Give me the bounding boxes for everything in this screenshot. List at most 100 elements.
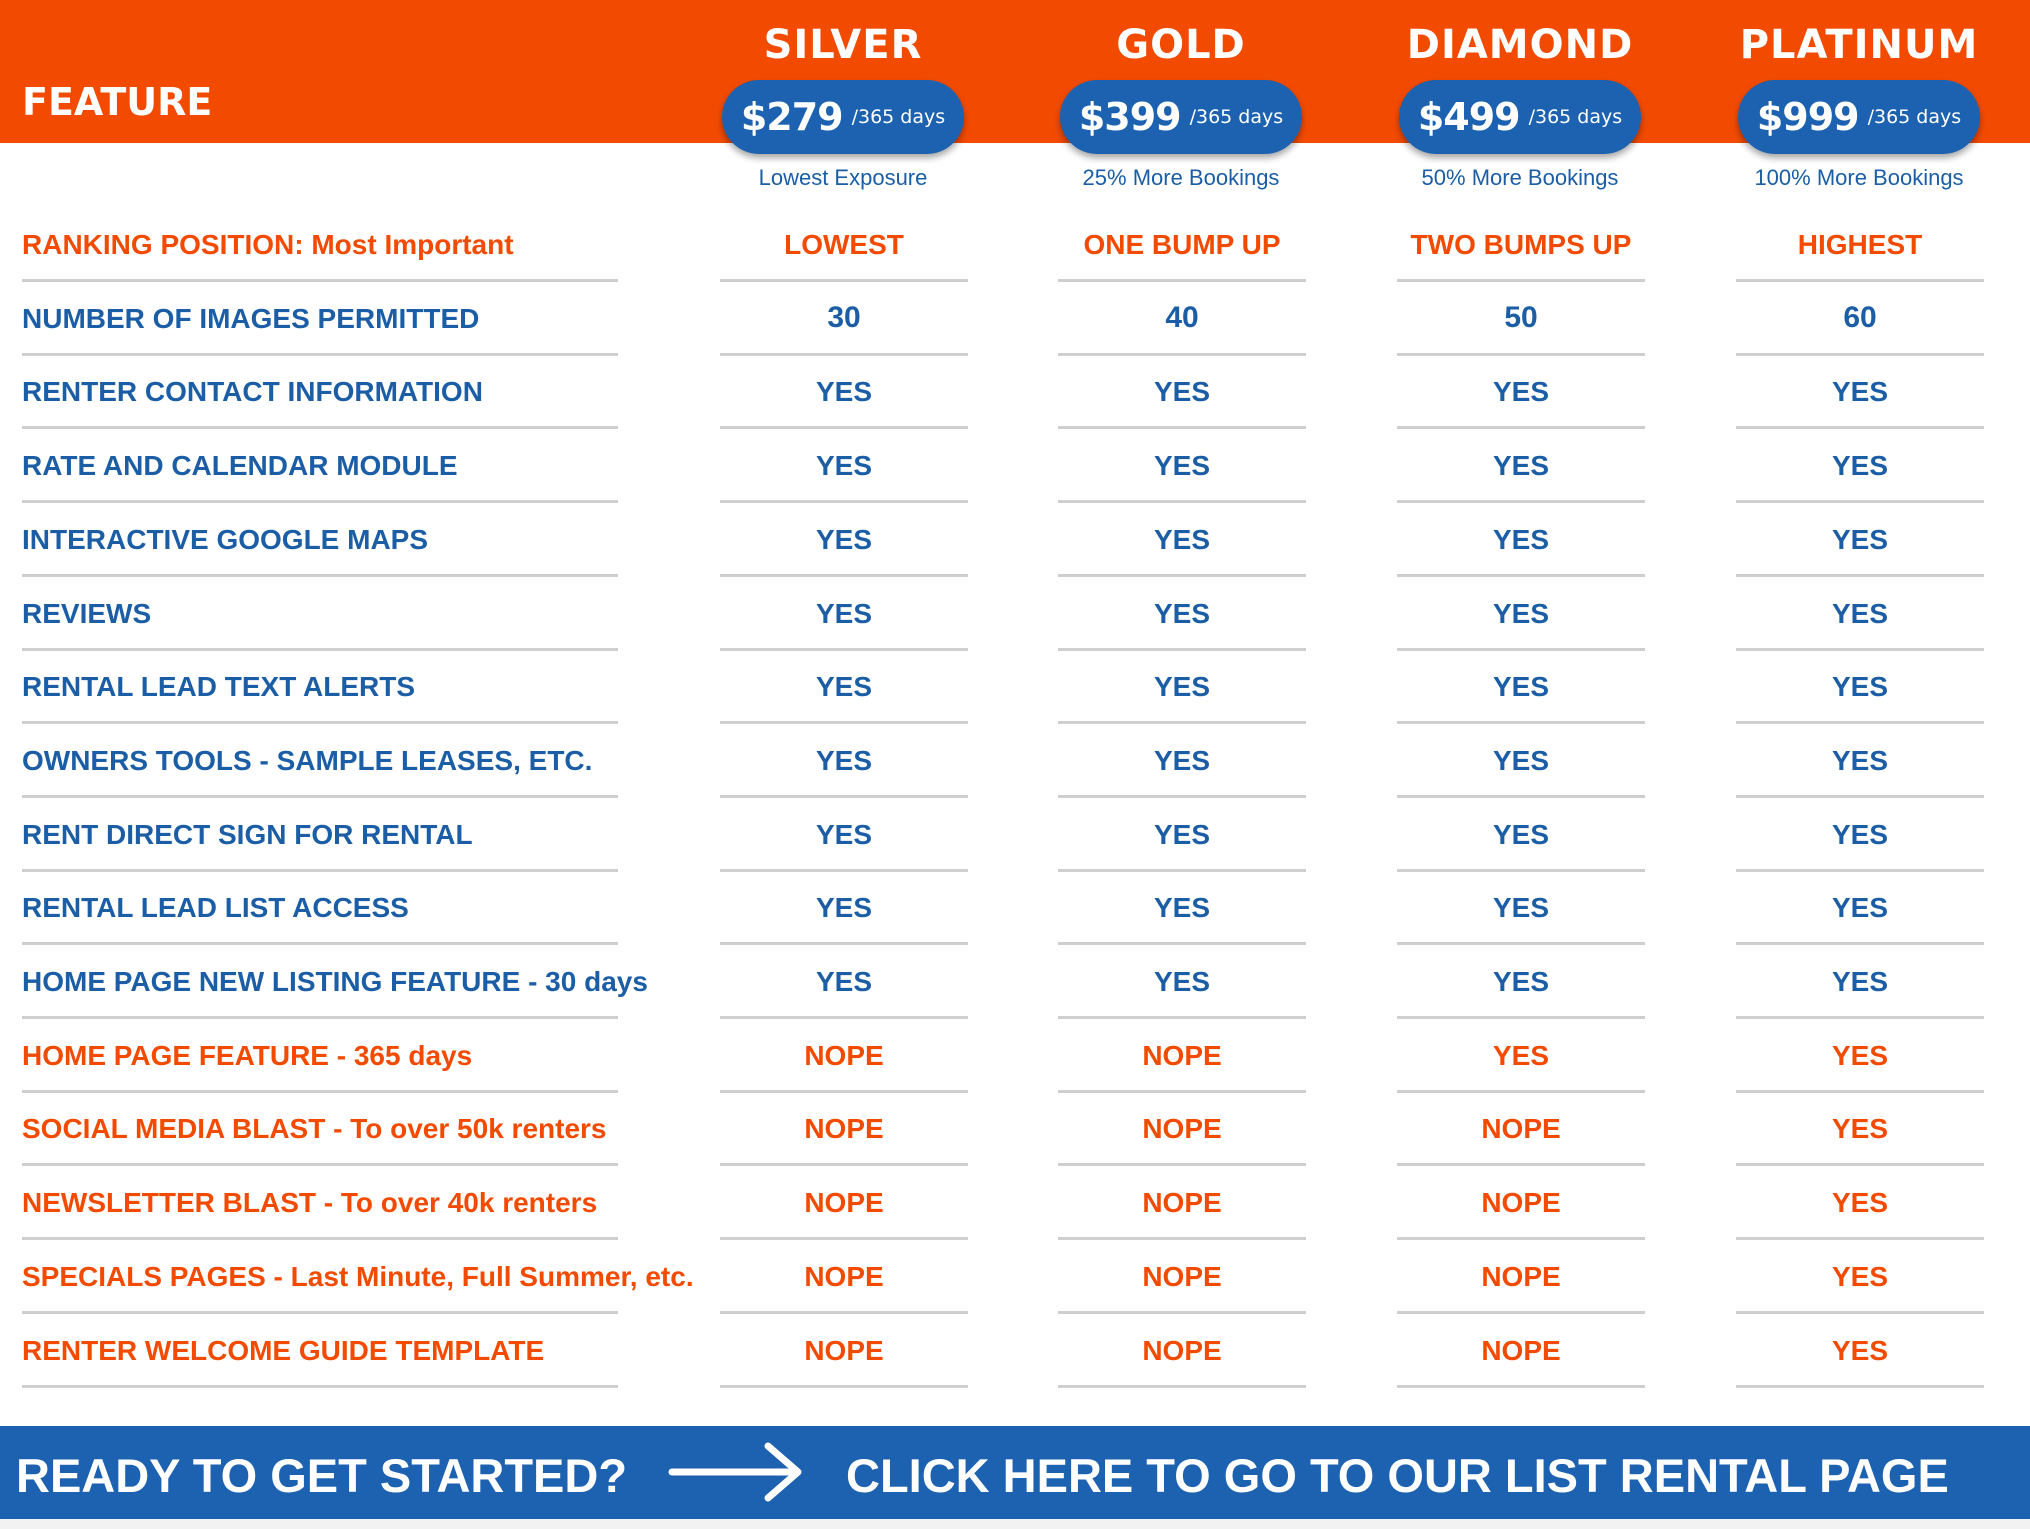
value-cell-gold: NOPE (1142, 1040, 1222, 1071)
cell-divider (1397, 942, 1645, 945)
feature-label: SPECIALS PAGES - Last Minute, Full Summe… (22, 1261, 694, 1292)
value-cell-diamond: 50 (1504, 301, 1538, 334)
value-cell-silver: NOPE (804, 1040, 884, 1071)
value-cell-silver: NOPE (804, 1335, 884, 1366)
cell-divider (1736, 574, 1984, 577)
cell-divider (1397, 721, 1645, 724)
cell-divider (1397, 1237, 1645, 1240)
feature-label: NEWSLETTER BLAST - To over 40k renters (22, 1187, 598, 1218)
cta-list-rental-link[interactable]: CLICK HERE TO GO TO OUR LIST RENTAL PAGE (846, 1449, 1949, 1502)
cell-divider (1058, 1016, 1306, 1019)
plan-tagline: 25% More Bookings (1082, 165, 1280, 190)
value-cell-silver: YES (815, 745, 873, 776)
value-cell-platinum: YES (1831, 966, 1889, 997)
value-cell-gold: YES (1153, 376, 1211, 407)
feature-label: RENTAL LEAD LIST ACCESS (22, 892, 409, 923)
cell-divider (720, 1016, 968, 1019)
cell-divider (1736, 426, 1984, 429)
row-divider (22, 869, 618, 872)
price-button-platinum[interactable]: $999 /365 days (1738, 80, 1980, 154)
cell-divider (720, 1237, 968, 1240)
value-cell-silver: NOPE (804, 1261, 884, 1292)
value-cell-platinum: YES (1831, 1187, 1889, 1218)
plan-name: DIAMOND (1406, 22, 1634, 68)
value-cell-platinum: YES (1831, 1335, 1889, 1366)
cell-divider (720, 648, 968, 651)
row-divider (22, 353, 618, 356)
row-divider (22, 1090, 618, 1093)
cell-divider (720, 279, 968, 282)
row-divider (22, 1163, 618, 1166)
value-cell-silver: YES (815, 966, 873, 997)
feature-label: REVIEWS (22, 598, 152, 629)
price-button-silver[interactable]: $279 /365 days (722, 80, 964, 154)
feature-label: RENTER CONTACT INFORMATION (22, 376, 483, 407)
value-cell-gold: YES (1153, 892, 1211, 923)
feature-label: INTERACTIVE GOOGLE MAPS (22, 524, 429, 555)
value-cell-diamond: YES (1492, 524, 1550, 555)
cell-divider (1058, 1237, 1306, 1240)
row-divider (22, 648, 618, 651)
feature-label: RANKING POSITION: Most Important (22, 229, 514, 260)
value-cell-diamond: YES (1492, 1040, 1550, 1071)
cell-divider (1736, 1163, 1984, 1166)
row-divider (22, 574, 618, 577)
price-button-gold[interactable]: $399 /365 days (1060, 80, 1302, 154)
cell-divider (1736, 279, 1984, 282)
value-cell-platinum: YES (1831, 892, 1889, 923)
cell-divider (1397, 279, 1645, 282)
cta-banner[interactable]: READY TO GET STARTED? CLICK HERE TO GO T… (0, 1426, 2030, 1519)
plan-tagline: Lowest Exposure (758, 165, 928, 190)
cell-divider (1397, 795, 1645, 798)
row-divider (22, 1385, 618, 1388)
value-cell-platinum: YES (1831, 671, 1889, 702)
value-cell-diamond: YES (1492, 671, 1550, 702)
plan-tagline: 100% More Bookings (1754, 165, 1964, 190)
cell-divider (1397, 1311, 1645, 1314)
bottom-strip (0, 1519, 2030, 1529)
cell-divider (1397, 1163, 1645, 1166)
cell-divider (1397, 500, 1645, 503)
cell-divider (1058, 1311, 1306, 1314)
feature-label: RENTAL LEAD TEXT ALERTS (22, 671, 416, 702)
plan-period: /365 days (1189, 106, 1284, 128)
value-cell-gold: 40 (1165, 301, 1199, 334)
value-cell-platinum: YES (1831, 1113, 1889, 1144)
plan-period: /365 days (1528, 106, 1623, 128)
row-divider (22, 942, 618, 945)
cell-divider (1058, 648, 1306, 651)
table-row: NUMBER OF IMAGES PERMITTED 30 40 50 60 (0, 282, 2030, 356)
plan-tagline: 50% More Bookings (1421, 165, 1619, 190)
cell-divider (1058, 500, 1306, 503)
cell-divider (1736, 1311, 1984, 1314)
value-cell-gold: ONE BUMP UP (1083, 229, 1281, 260)
cell-divider (1736, 869, 1984, 872)
value-cell-diamond: YES (1492, 819, 1550, 850)
value-cell-platinum: YES (1831, 745, 1889, 776)
cell-divider (1058, 426, 1306, 429)
cell-divider (1058, 942, 1306, 945)
cell-divider (720, 1163, 968, 1166)
value-cell-gold: YES (1153, 671, 1211, 702)
value-cell-gold: NOPE (1142, 1261, 1222, 1292)
row-divider (22, 1237, 618, 1240)
feature-label: OWNERS TOOLS - SAMPLE LEASES, ETC. (22, 745, 593, 776)
value-cell-platinum: YES (1831, 1040, 1889, 1071)
cell-divider (1736, 1385, 1984, 1388)
value-cell-diamond: YES (1492, 966, 1550, 997)
cell-divider (1736, 648, 1984, 651)
value-cell-diamond: YES (1492, 450, 1550, 481)
value-cell-gold: YES (1153, 966, 1211, 997)
price-button-diamond[interactable]: $499 /365 days (1399, 80, 1641, 154)
table-row: RANKING POSITION: Most Important LOWEST … (0, 208, 2030, 282)
table-row: OWNERS TOOLS - SAMPLE LEASES, ETC. YES Y… (0, 724, 2030, 798)
cell-divider (1397, 1090, 1645, 1093)
row-divider (22, 1311, 618, 1314)
value-cell-gold: YES (1153, 745, 1211, 776)
value-cell-silver: YES (815, 819, 873, 850)
feature-label: SOCIAL MEDIA BLAST - To over 50k renters (22, 1113, 607, 1144)
table-row: RENTER WELCOME GUIDE TEMPLATE NOPE NOPE … (0, 1314, 2030, 1388)
feature-label: RENTER WELCOME GUIDE TEMPLATE (22, 1335, 545, 1366)
plan-name: GOLD (1116, 22, 1246, 68)
right-arrow-icon (668, 1440, 808, 1509)
